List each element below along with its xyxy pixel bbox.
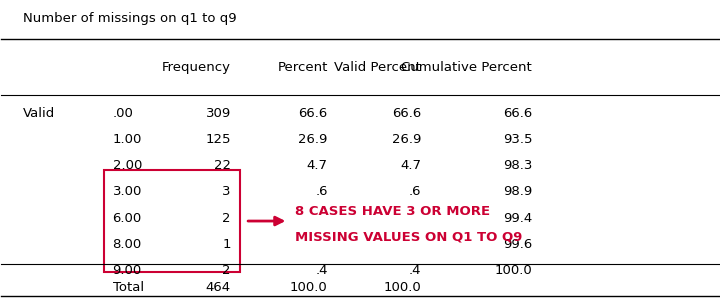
Text: .6: .6 [315, 185, 328, 198]
Text: Frequency: Frequency [162, 61, 231, 74]
Text: 93.5: 93.5 [503, 133, 532, 146]
Text: MISSING VALUES ON Q1 TO Q9: MISSING VALUES ON Q1 TO Q9 [295, 231, 523, 244]
Text: Cumulative Percent: Cumulative Percent [401, 61, 532, 74]
Text: 99.6: 99.6 [503, 238, 532, 251]
Bar [104, 170, 240, 272]
Text: 125: 125 [205, 133, 231, 146]
Text: 309: 309 [206, 107, 231, 120]
Text: 66.6: 66.6 [503, 107, 532, 120]
Text: Percent: Percent [277, 61, 328, 74]
Text: .00: .00 [112, 107, 133, 120]
Text: 26.9: 26.9 [298, 133, 328, 146]
Text: 8.00: 8.00 [112, 238, 142, 251]
Text: 3: 3 [222, 185, 231, 198]
Text: 2: 2 [222, 264, 231, 277]
Text: 98.3: 98.3 [503, 159, 532, 172]
Text: 98.9: 98.9 [503, 185, 532, 198]
Text: 66.6: 66.6 [392, 107, 421, 120]
Text: Valid: Valid [23, 107, 55, 120]
Text: 2: 2 [222, 212, 231, 224]
Text: .6: .6 [408, 185, 421, 198]
Text: 26.9: 26.9 [392, 133, 421, 146]
Text: 66.6: 66.6 [299, 107, 328, 120]
Text: 8 CASES HAVE 3 OR MORE: 8 CASES HAVE 3 OR MORE [295, 205, 490, 218]
Text: Valid Percent: Valid Percent [334, 61, 421, 74]
Text: 100.0: 100.0 [495, 264, 532, 277]
Text: 4.7: 4.7 [307, 159, 328, 172]
Text: 100.0: 100.0 [383, 281, 421, 294]
Text: 99.4: 99.4 [503, 212, 532, 224]
Text: 2.00: 2.00 [112, 159, 142, 172]
Text: Number of missings on q1 to q9: Number of missings on q1 to q9 [23, 12, 237, 25]
Text: 22: 22 [214, 159, 231, 172]
Text: .4: .4 [408, 264, 421, 277]
Text: 1: 1 [222, 238, 231, 251]
Text: 6.00: 6.00 [112, 212, 142, 224]
Text: 3.00: 3.00 [112, 185, 142, 198]
Text: 9.00: 9.00 [112, 264, 142, 277]
Text: 1.00: 1.00 [112, 133, 142, 146]
Text: 100.0: 100.0 [290, 281, 328, 294]
Text: .4: .4 [315, 264, 328, 277]
Text: 4.7: 4.7 [400, 159, 421, 172]
Text: Total: Total [112, 281, 144, 294]
Text: 464: 464 [206, 281, 231, 294]
